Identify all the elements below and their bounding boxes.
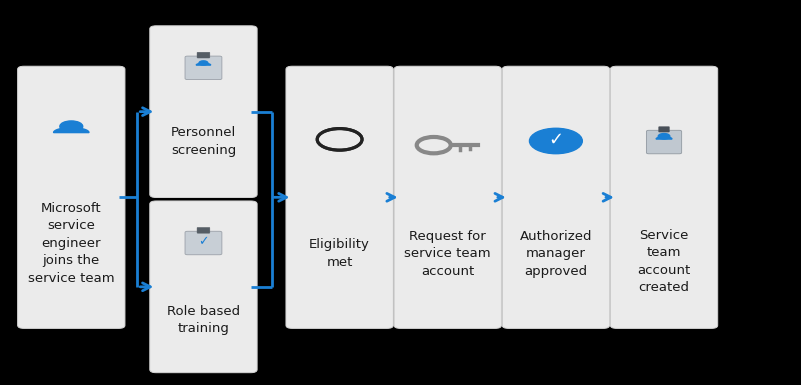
Polygon shape — [54, 127, 89, 132]
Circle shape — [658, 134, 670, 139]
FancyBboxPatch shape — [185, 231, 222, 255]
Polygon shape — [339, 142, 346, 149]
Text: Eligibility
met: Eligibility met — [309, 238, 370, 269]
FancyBboxPatch shape — [18, 66, 125, 328]
Text: Role based
training: Role based training — [167, 305, 240, 335]
Text: ✓: ✓ — [198, 235, 209, 248]
FancyBboxPatch shape — [150, 201, 257, 373]
Text: Microsoft
service
engineer
joins the
service team: Microsoft service engineer joins the ser… — [28, 202, 115, 285]
Polygon shape — [333, 142, 340, 149]
FancyBboxPatch shape — [197, 52, 210, 58]
Text: Request for
service team
account: Request for service team account — [405, 229, 491, 278]
FancyBboxPatch shape — [394, 66, 501, 328]
Circle shape — [60, 121, 83, 132]
FancyBboxPatch shape — [658, 127, 670, 132]
Polygon shape — [196, 63, 211, 65]
FancyBboxPatch shape — [286, 66, 393, 328]
Polygon shape — [656, 137, 672, 139]
FancyBboxPatch shape — [150, 26, 257, 198]
Circle shape — [529, 128, 582, 154]
Text: ✓: ✓ — [549, 131, 563, 149]
FancyBboxPatch shape — [197, 228, 210, 233]
Text: Personnel
screening: Personnel screening — [171, 126, 236, 157]
Text: Service
team
account
created: Service team account created — [638, 229, 690, 294]
FancyBboxPatch shape — [646, 130, 682, 154]
Text: Authorized
manager
approved: Authorized manager approved — [520, 229, 592, 278]
FancyBboxPatch shape — [185, 56, 222, 80]
Circle shape — [425, 141, 443, 149]
Circle shape — [317, 129, 362, 150]
Circle shape — [199, 61, 208, 65]
FancyBboxPatch shape — [610, 66, 718, 328]
FancyBboxPatch shape — [502, 66, 610, 328]
